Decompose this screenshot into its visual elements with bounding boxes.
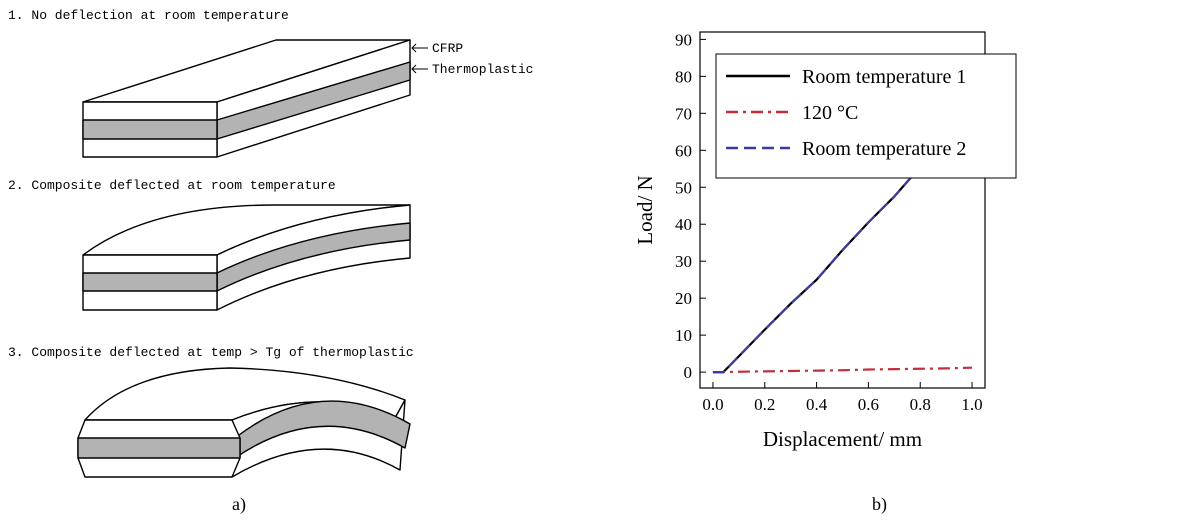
x-tick-label: 0.2 (754, 395, 775, 414)
y-tick-label: 60 (675, 141, 692, 160)
step-label: 1. No deflection at room temperature (8, 8, 289, 23)
y-axis-label: Load/ N (633, 175, 657, 244)
y-tick-label: 80 (675, 67, 692, 86)
plot-frame (699, 31, 986, 389)
y-tick-label: 40 (675, 215, 692, 234)
legend-box (715, 53, 1017, 179)
thermoplastic-front (77, 437, 241, 459)
panel-label: b) (872, 494, 887, 515)
x-tick-label: 0.6 (858, 395, 879, 414)
thermoplastic-side (234, 400, 411, 459)
x-tick-label: 0.4 (806, 395, 828, 414)
y-tick-label: 0 (684, 363, 693, 382)
y-tick-label: 20 (675, 289, 692, 308)
step-label: 2. Composite deflected at room temperatu… (8, 178, 336, 193)
y-tick-label: 50 (675, 178, 692, 197)
layer-label: CFRP (432, 41, 463, 56)
y-tick-label: 30 (675, 252, 692, 271)
x-tick-label: 0.0 (702, 395, 723, 414)
x-tick-label: 0.8 (910, 395, 931, 414)
thermoplastic-front (82, 272, 218, 292)
legend-label: Room temperature 1 (802, 66, 966, 88)
chart: 0 10 20 30 40 50 60 70 80 90 0.0 0.2 0.4 0.6 0.8 1.0 Dis… (633, 30, 1017, 515)
data-line (712, 114, 973, 374)
data-line (712, 366, 973, 374)
x-tick-label: 1.0 (961, 395, 982, 414)
layer-label: Thermoplastic (432, 62, 533, 77)
y-tick-label: 70 (675, 104, 692, 123)
thermoplastic-front (82, 119, 218, 140)
legend-label: Room temperature 2 (802, 138, 966, 160)
arrow (411, 43, 428, 53)
panel-label: a) (232, 494, 246, 515)
step-label: 3. Composite deflected at temp > Tg of t… (8, 345, 414, 360)
x-axis-label: Displacement/ mm (763, 427, 922, 451)
thermoplastic-side (216, 222, 411, 292)
arrow (411, 64, 428, 74)
legend-label: 120 °C (802, 102, 858, 124)
diagram: 1. No deflection at room temperature CFR… (8, 8, 533, 515)
y-tick-label: 10 (675, 326, 692, 345)
y-tick-label: 90 (675, 30, 692, 49)
